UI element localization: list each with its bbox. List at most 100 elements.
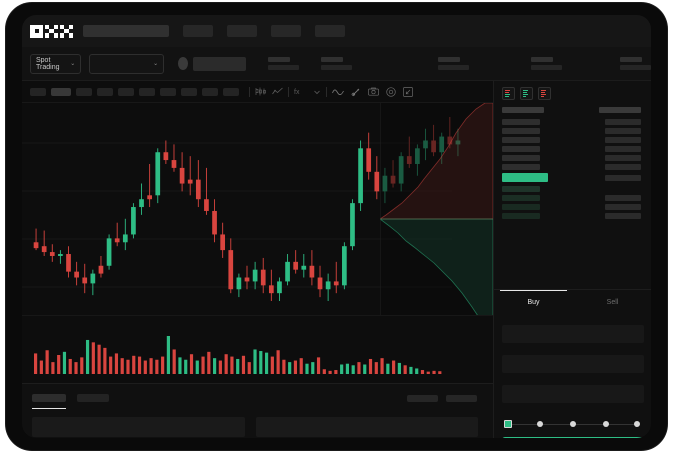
orderbook-bid-row[interactable] — [502, 184, 641, 193]
stat-value — [321, 65, 352, 70]
stat-change-24h — [321, 57, 352, 70]
timeframe-7[interactable] — [160, 87, 176, 96]
chart-type-chevron-icon[interactable] — [313, 88, 321, 96]
trade-tab-sell-label: Sell — [606, 299, 619, 306]
magnet-icon[interactable] — [351, 87, 361, 97]
orderbook-ask-row[interactable] — [502, 126, 641, 135]
trading-pair-selector[interactable]: ⌄ — [89, 53, 165, 74]
okx-logo[interactable] — [30, 24, 73, 38]
stat-label — [620, 57, 642, 62]
orderbook-bid-row[interactable] — [502, 193, 641, 202]
orderbook-amount-header — [599, 107, 641, 113]
volume-series — [34, 336, 442, 374]
depth-asks-area — [378, 102, 494, 220]
bottom-tab-order-history[interactable] — [77, 394, 109, 402]
timeframe-6[interactable] — [139, 87, 155, 96]
orderbook-ask-row[interactable] — [502, 162, 641, 171]
stat-value — [531, 65, 562, 70]
stat-label — [531, 57, 553, 62]
stat-volume-24h — [620, 57, 651, 70]
orderbook-trade-panel: Buy Sell — [493, 81, 651, 438]
toolbar-divider — [249, 86, 250, 97]
spread-price-highlight — [502, 173, 548, 182]
app-screen: Spot Trading ⌄ ⌄ — [22, 15, 651, 438]
stat-label — [438, 57, 460, 62]
bottom-action-1[interactable] — [407, 395, 438, 402]
slider-node-0[interactable] — [504, 420, 512, 428]
device-frame: Spot Trading ⌄ ⌄ — [6, 3, 667, 450]
market-subheader: Spot Trading ⌄ ⌄ — [22, 47, 651, 81]
trade-tab-sell[interactable]: Sell — [573, 290, 651, 315]
orderbook-rows — [494, 117, 651, 220]
stat-high-24h — [438, 57, 469, 70]
orderbook-bid-row[interactable] — [502, 211, 641, 220]
timeframe-10[interactable] — [223, 87, 239, 96]
orderbook-mode-bids[interactable] — [520, 87, 533, 100]
trade-form-tabs: Buy Sell — [494, 289, 651, 315]
slider-node-100[interactable] — [634, 421, 640, 427]
volume-chart-canvas — [34, 336, 442, 374]
top-navigation-bar — [22, 15, 651, 47]
bottom-action-2[interactable] — [446, 395, 477, 402]
timeframe-3[interactable] — [76, 87, 92, 96]
bottom-tab-open-orders[interactable] — [32, 394, 66, 402]
trade-tab-buy[interactable]: Buy — [494, 290, 573, 315]
chevron-down-icon: ⌄ — [70, 61, 76, 67]
stat-value — [438, 65, 469, 70]
stat-value — [268, 65, 299, 70]
market-depth-chart — [378, 102, 494, 337]
market-type-selector[interactable]: Spot Trading ⌄ — [30, 53, 82, 74]
indicators-icon[interactable]: fx — [294, 87, 306, 96]
place-buy-order-button[interactable] — [502, 437, 644, 438]
amount-percent-slider[interactable] — [504, 420, 642, 429]
stat-low-24h — [531, 57, 562, 70]
chart-toolbar: fx — [22, 81, 493, 103]
wave-chart-icon[interactable] — [332, 88, 344, 96]
orderbook-mode-asks[interactable] — [538, 87, 551, 100]
chevron-down-icon: ⌄ — [153, 61, 159, 67]
timeframe-2[interactable] — [51, 87, 71, 96]
orderbook-bid-row[interactable] — [502, 202, 641, 211]
orderbook-ask-row[interactable] — [502, 117, 641, 126]
timeframe-8[interactable] — [181, 87, 197, 96]
bottom-field-left[interactable] — [32, 417, 245, 437]
logo-x-icon — [60, 24, 73, 38]
orderbook-spread-row[interactable] — [502, 171, 641, 184]
timeframe-4[interactable] — [97, 87, 113, 96]
orderbook-price-header — [502, 107, 544, 113]
bottom-field-right[interactable] — [256, 417, 478, 437]
settings-icon[interactable] — [386, 86, 396, 97]
fullscreen-icon[interactable] — [403, 86, 413, 97]
order-total-input[interactable] — [502, 385, 644, 403]
order-price-input[interactable] — [502, 325, 644, 343]
slider-node-50[interactable] — [570, 421, 576, 427]
nav-item-earn[interactable] — [271, 25, 301, 37]
timeframe-9[interactable] — [202, 87, 218, 96]
svg-text:fx: fx — [294, 89, 300, 96]
orderbook-mode-both[interactable] — [502, 87, 515, 100]
depth-chart-canvas — [378, 102, 494, 337]
stat-value — [620, 65, 651, 70]
timeframe-1[interactable] — [30, 87, 46, 96]
orderbook-ask-row[interactable] — [502, 144, 641, 153]
stat-last-price — [268, 57, 299, 70]
active-tab-underline — [32, 408, 66, 409]
orderbook-ask-row[interactable] — [502, 135, 641, 144]
stat-label — [268, 57, 290, 62]
orderbook-ask-row[interactable] — [502, 153, 641, 162]
nav-item-markets[interactable] — [183, 25, 213, 37]
trade-tab-buy-label: Buy — [527, 299, 540, 306]
slider-node-25[interactable] — [537, 421, 543, 427]
nav-item-more[interactable] — [315, 25, 345, 37]
timeframe-5[interactable] — [118, 87, 134, 96]
line-chart-icon[interactable] — [272, 87, 283, 96]
order-amount-input[interactable] — [502, 355, 644, 373]
candlestick-chart-icon[interactable] — [255, 87, 266, 96]
orderbook-display-modes — [494, 81, 651, 104]
toolbar-divider — [288, 86, 289, 97]
nav-item-trade[interactable] — [227, 25, 257, 37]
camera-icon[interactable] — [368, 87, 379, 96]
logo-k-icon — [45, 24, 58, 38]
nav-search-field[interactable] — [83, 25, 169, 37]
slider-node-75[interactable] — [603, 421, 609, 427]
